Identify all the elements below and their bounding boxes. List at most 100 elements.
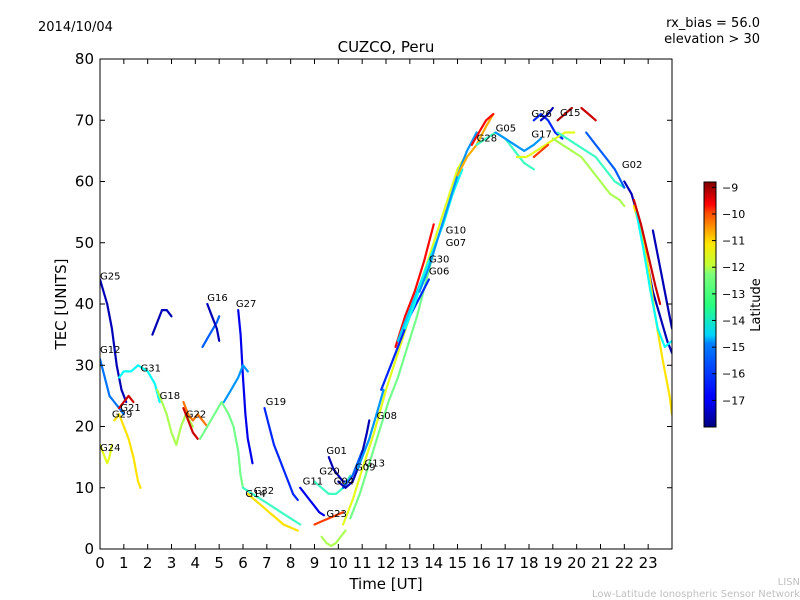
satellite-label-g08: G08	[377, 411, 397, 422]
colorbar-tick-label: −17	[722, 394, 745, 407]
colorbar-tick-label: −12	[722, 261, 745, 274]
series-late2	[632, 204, 672, 416]
series-g09	[342, 449, 364, 489]
series-g30b	[394, 223, 435, 348]
series-g12	[100, 358, 125, 416]
series-g11	[299, 486, 326, 517]
x-tick-label: 20	[567, 554, 586, 572]
colorbar-tick-label: −16	[722, 368, 745, 381]
series-g08	[349, 241, 438, 520]
x-tick-label: 19	[543, 554, 562, 572]
x-tick-label: 11	[353, 554, 372, 572]
x-tick-label: 21	[591, 554, 610, 572]
satellite-label-g07: G07	[446, 238, 466, 249]
series-g23	[313, 511, 345, 526]
series-late3	[635, 211, 672, 348]
satellite-label-g31: G31	[141, 363, 161, 374]
series-g29	[113, 413, 142, 489]
colorbar-tick-label: −11	[722, 235, 745, 248]
x-tick-label: 15	[448, 554, 467, 572]
rx-bias-label: rx_bias = 56.0	[666, 16, 760, 31]
series-g26	[532, 112, 564, 140]
series-g18	[156, 388, 194, 446]
satellite-label-g15: G15	[560, 108, 580, 119]
satellite-label-g01: G01	[326, 446, 346, 457]
series-g04	[337, 419, 371, 489]
y-tick-label: 30	[75, 356, 94, 374]
date-label: 2014/10/04	[38, 20, 113, 35]
x-tick-label: 14	[424, 554, 443, 572]
satellite-label-g14: G14	[245, 489, 265, 500]
series-g15b	[556, 131, 626, 189]
x-tick-label: 0	[95, 554, 105, 572]
y-tick-label: 50	[75, 234, 94, 252]
satellite-label-g28: G28	[477, 134, 497, 145]
colorbar-gradient	[703, 181, 717, 428]
colorbar: −9 −10 −11 −12 −13 −14 −15 −16 −17 Latitude	[703, 181, 764, 428]
satellite-label-g02: G02	[622, 160, 642, 171]
x-tick-label: 3	[167, 554, 177, 572]
series-late5	[651, 229, 672, 330]
y-tick-label: 20	[75, 418, 94, 436]
series-g26b	[539, 106, 554, 122]
colorbar-tick-label: −14	[722, 314, 745, 327]
colorbar-label: Latitude	[749, 278, 764, 332]
series-g16	[201, 315, 221, 348]
series-g25	[100, 278, 128, 404]
satellite-label-g32: G32	[254, 486, 274, 497]
satellite-label-g22: G22	[186, 409, 206, 420]
satellite-label-g18: G18	[160, 391, 180, 402]
y-tick-label: 80	[75, 50, 94, 68]
colorbar-tick-label: −9	[722, 181, 738, 194]
satellite-label-g24: G24	[100, 443, 120, 454]
series-g02b	[580, 106, 597, 122]
satellite-label-g11: G11	[303, 477, 323, 488]
footer-network: Low-Latitude Ionospheric Sensor Network	[592, 589, 800, 600]
colorbar-tick-label: −10	[722, 208, 745, 221]
satellite-label-g13: G13	[365, 458, 385, 469]
satellite-label-g29: G29	[112, 409, 132, 420]
colorbar-tick-label: −13	[722, 288, 745, 301]
satellite-label-g27: G27	[236, 299, 256, 310]
x-tick-label: 18	[519, 554, 538, 572]
x-tick-label: 5	[214, 554, 224, 572]
series-g02	[585, 131, 626, 189]
footer-lisn: LISN	[778, 577, 800, 588]
series-g24	[100, 443, 114, 465]
series-g15	[556, 106, 574, 122]
series-g13early	[151, 309, 173, 336]
y-axis-label: TEC [UNITS]	[52, 259, 70, 351]
series-layer	[100, 106, 672, 548]
series-g13	[356, 388, 385, 471]
x-tick-label: 7	[262, 554, 272, 572]
axes: 0 1 2 3 4 5 6 7 8 9 10 11 12 13 14 15 16 17 18 19 20 21 22 2301…	[75, 50, 672, 572]
series-g01	[327, 456, 349, 483]
series-g05b	[494, 131, 543, 152]
series-g31	[117, 364, 161, 404]
satellite-label-g12: G12	[100, 345, 120, 356]
satellite-label-g20: G20	[319, 466, 339, 477]
series-g22b	[182, 407, 199, 440]
x-tick-label: 23	[639, 554, 658, 572]
series-g23b	[320, 529, 347, 548]
satellite-label-g05: G05	[496, 123, 516, 134]
series-g22	[182, 400, 209, 428]
x-tick-label: 8	[286, 554, 296, 572]
series-g27	[237, 309, 254, 465]
satellite-label-g21: G21	[120, 403, 140, 414]
colorbar-ticks: −9 −10 −11 −12 −13 −14 −15 −16 −17	[712, 181, 745, 407]
y-tick-label: 0	[84, 540, 94, 558]
x-tick-label: 4	[191, 554, 201, 572]
satellite-label-g10: G10	[446, 226, 466, 237]
satellite-label-g06: G06	[429, 267, 449, 278]
satellite-label-g26: G26	[531, 109, 551, 120]
colorbar-tick-label: −15	[722, 341, 745, 354]
series-g32	[246, 492, 299, 532]
satellite-label-g04: G04	[334, 477, 354, 488]
series-g15c	[551, 137, 626, 208]
series-g21	[117, 394, 135, 410]
series-g17	[515, 131, 576, 159]
x-tick-label: 22	[615, 554, 634, 572]
series-g10	[418, 131, 478, 293]
